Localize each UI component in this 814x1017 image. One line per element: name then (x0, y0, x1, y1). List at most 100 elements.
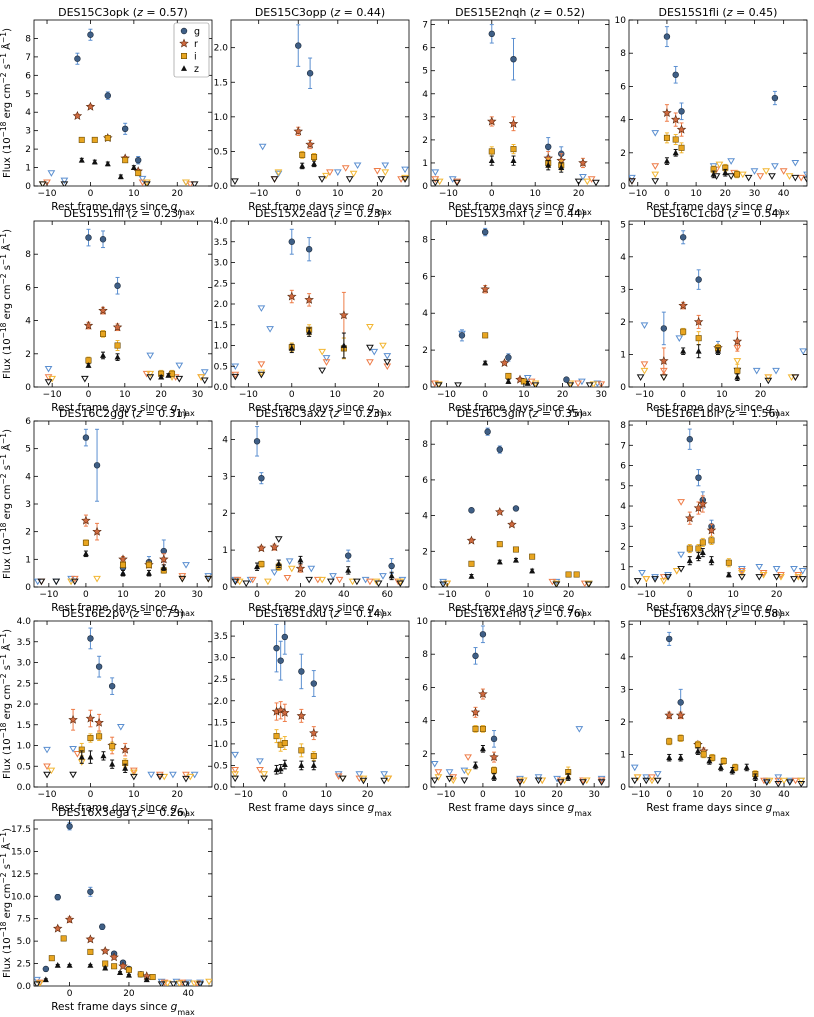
upper-limit-g (677, 551, 685, 559)
panel-title: DES16X1eho (z = 0.76) (455, 607, 585, 620)
point-g (665, 635, 673, 643)
panel-3: DES15S1fli (z = 0.45)−10 0 10 20 30 400246810… (615, 6, 808, 217)
point-z (717, 764, 724, 770)
upper-limit-z (129, 773, 138, 781)
point-r (487, 116, 497, 126)
point-z (297, 556, 304, 563)
point-z (706, 757, 713, 764)
y-tick-label: 3.5 (17, 638, 31, 648)
point-r (109, 952, 119, 962)
upper-limit-r (366, 578, 374, 586)
y-tick-label: 3 (422, 113, 428, 123)
y-tick-label: 4 (25, 472, 31, 482)
x-axis-label: Rest frame days since gmax (248, 602, 392, 618)
data-layer (38, 28, 199, 186)
x-tick-label: −10 (43, 390, 62, 400)
upper-limit-g (274, 170, 283, 178)
upper-limit-g (169, 771, 177, 779)
upper-limit-z (231, 178, 239, 185)
upper-limit-z (231, 775, 240, 783)
y-tick-label: 8 (422, 440, 428, 450)
point-z (120, 569, 126, 576)
upper-limit-z (380, 777, 389, 785)
upper-limit-i (190, 980, 199, 986)
panel-8: DES16C2ggt (z = 0.31) −10 0 10 20 30 0 1 2 3 4 5 6 Re… (0, 407, 213, 618)
x-axis-label: Rest frame days since gmax (448, 201, 592, 217)
upper-limit-z (69, 771, 77, 779)
axes-frame (230, 620, 410, 788)
upper-limit-i (318, 348, 327, 356)
upper-limit-i (287, 565, 296, 573)
upper-limit-i (435, 178, 444, 186)
point-r (685, 513, 695, 523)
point-i (488, 148, 495, 155)
upper-limit-z (157, 981, 166, 986)
point-z (468, 572, 475, 579)
axes-frame (628, 620, 808, 788)
point-i (666, 738, 673, 745)
upper-limit-g (534, 774, 543, 781)
point-g (468, 507, 475, 514)
x-tick-label: −10 (39, 590, 58, 600)
axes-frame (33, 819, 213, 987)
y-tick-label: 12.5 (11, 870, 31, 880)
point-z (78, 156, 85, 163)
point-z (491, 773, 498, 780)
point-i (125, 966, 132, 973)
x-tick-label: 0 (254, 590, 260, 600)
point-i (60, 935, 67, 942)
legend-marker-z (181, 65, 187, 71)
x-tick-label: 20 (372, 189, 384, 199)
y-tick-label: 3 (620, 285, 626, 295)
point-z (254, 563, 261, 570)
point-z (87, 962, 94, 968)
point-i (699, 539, 706, 546)
upper-limit-g (383, 353, 392, 360)
x-tick-label: −10 (439, 189, 458, 199)
point-i (694, 741, 701, 748)
upper-limit-g (34, 578, 42, 586)
upper-limit-r (464, 754, 472, 761)
upper-limit-z (797, 780, 806, 787)
point-i (695, 335, 702, 342)
point-z (130, 164, 137, 170)
point-g (258, 474, 265, 482)
point-z (345, 567, 352, 573)
y-tick-label: 6 (25, 283, 31, 293)
axes-frame (628, 19, 808, 187)
upper-limit-i (129, 769, 138, 777)
upper-limit-g (60, 177, 69, 185)
upper-limit-i (762, 168, 771, 175)
x-tick-label: 10 (518, 390, 530, 400)
upper-limit-g (182, 562, 190, 569)
upper-limit-g (629, 174, 636, 182)
point-r (339, 310, 349, 320)
point-r (495, 507, 505, 517)
y-tick-label: 2 (620, 543, 626, 553)
point-g (104, 92, 112, 99)
y-tick-label: 2 (620, 718, 626, 728)
upper-limit-i (396, 578, 405, 586)
y-tick-label: 0 (222, 583, 228, 593)
x-tick-label: 10 (692, 790, 704, 800)
upper-limit-i (531, 380, 540, 387)
y-tick-label: 2 (422, 547, 428, 557)
upper-limit-z (38, 181, 47, 186)
y-tick-label: 7 (25, 53, 31, 63)
upper-limit-g (379, 573, 387, 580)
point-g (306, 70, 314, 77)
y-tick-label: 3.0 (214, 654, 229, 664)
upper-limit-z (318, 176, 326, 183)
point-g (484, 428, 491, 435)
upper-limit-z (772, 574, 781, 581)
point-z (666, 754, 673, 761)
y-tick-label: 1.5 (214, 718, 228, 728)
y-tick-label: 3 (222, 472, 228, 482)
point-z (710, 171, 717, 177)
upper-limit-i (640, 367, 649, 375)
upper-limit-g (597, 775, 606, 783)
point-r (698, 499, 708, 509)
point-g (74, 55, 81, 62)
y-tick-label: 0 (422, 182, 428, 192)
point-r (706, 525, 717, 535)
